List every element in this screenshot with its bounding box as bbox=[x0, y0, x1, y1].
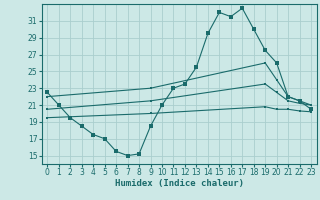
X-axis label: Humidex (Indice chaleur): Humidex (Indice chaleur) bbox=[115, 179, 244, 188]
